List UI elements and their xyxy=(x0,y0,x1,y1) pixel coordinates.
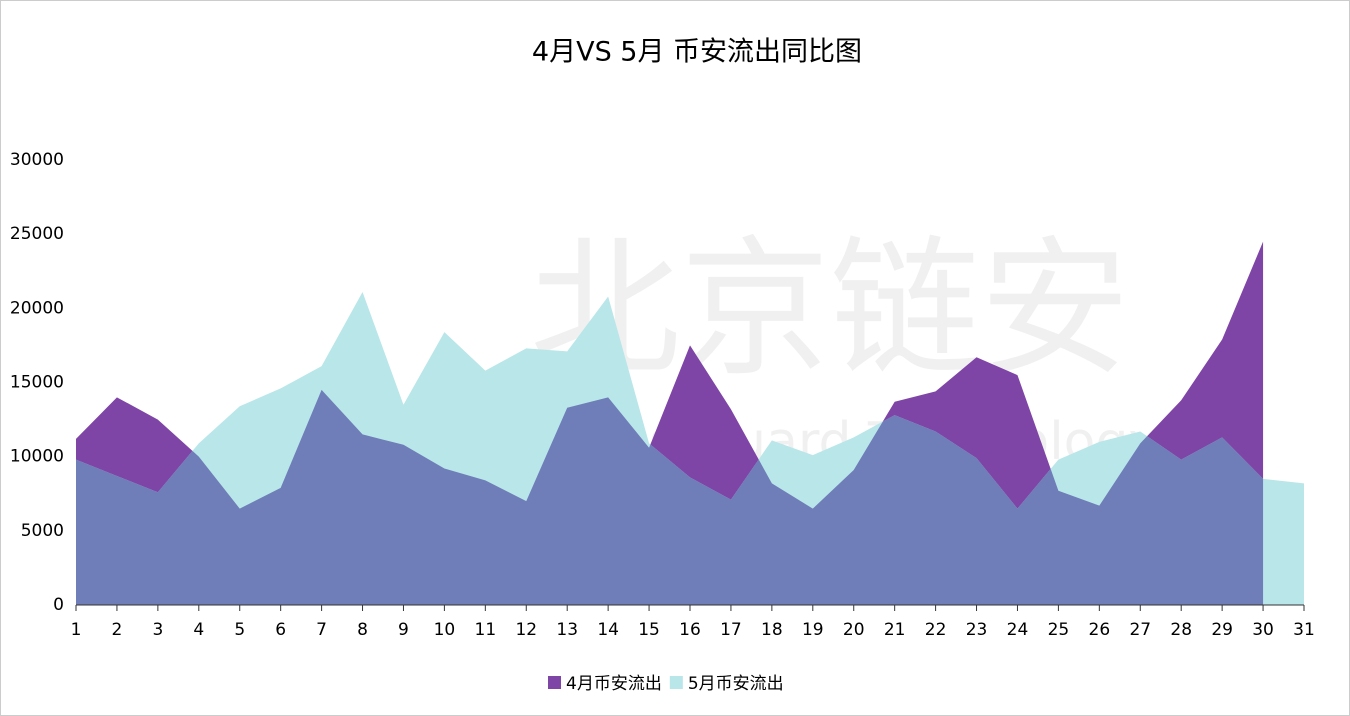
legend-swatch xyxy=(669,676,683,689)
legend-label: 4月币安流出 xyxy=(566,674,662,694)
y-tick-label: 5000 xyxy=(21,521,64,541)
chart-title: 4月VS 5月 币安流出同比图 xyxy=(532,37,862,68)
x-tick-label: 12 xyxy=(515,620,537,640)
y-tick-label: 10000 xyxy=(10,447,64,467)
x-tick-label: 23 xyxy=(966,620,988,640)
x-tick-label: 29 xyxy=(1211,620,1233,640)
x-tick-label: 10 xyxy=(434,620,456,640)
y-tick-label: 0 xyxy=(53,595,64,615)
y-tick-label: 20000 xyxy=(10,298,64,318)
x-tick-label: 9 xyxy=(398,620,409,640)
watermark: 北京链安 xyxy=(530,223,1130,397)
x-tick-label: 25 xyxy=(1048,620,1070,640)
x-tick-label: 16 xyxy=(679,620,701,640)
x-tick-label: 20 xyxy=(843,620,865,640)
legend-label: 5月币安流出 xyxy=(688,674,784,694)
x-tick-label: 14 xyxy=(597,620,619,640)
x-tick-label: 27 xyxy=(1129,620,1151,640)
x-tick-label: 6 xyxy=(275,620,286,640)
x-tick-label: 5 xyxy=(234,620,245,640)
x-tick-label: 3 xyxy=(152,620,163,640)
x-tick-label: 30 xyxy=(1252,620,1274,640)
y-tick-label: 25000 xyxy=(10,224,64,244)
x-tick-label: 7 xyxy=(316,620,327,640)
x-tick-label: 26 xyxy=(1089,620,1111,640)
x-tick-label: 17 xyxy=(720,620,742,640)
x-tick-label: 24 xyxy=(1007,620,1029,640)
x-tick-label: 31 xyxy=(1293,620,1315,640)
x-tick-label: 4 xyxy=(193,620,204,640)
x-tick-label: 18 xyxy=(761,620,783,640)
x-tick-label: 28 xyxy=(1170,620,1192,640)
x-tick-label: 22 xyxy=(925,620,947,640)
y-tick-label: 30000 xyxy=(10,150,64,170)
x-tick-label: 2 xyxy=(112,620,123,640)
x-tick-label: 15 xyxy=(638,620,660,640)
x-tick-label: 1 xyxy=(71,620,82,640)
x-tick-label: 11 xyxy=(475,620,497,640)
y-tick-label: 15000 xyxy=(10,373,64,393)
legend-swatch xyxy=(548,676,561,689)
x-tick-label: 8 xyxy=(357,620,368,640)
x-tick-label: 19 xyxy=(802,620,824,640)
x-tick-label: 13 xyxy=(556,620,578,640)
x-tick-label: 21 xyxy=(884,620,906,640)
legend: 4月币安流出 5月币安流出 xyxy=(548,674,784,694)
